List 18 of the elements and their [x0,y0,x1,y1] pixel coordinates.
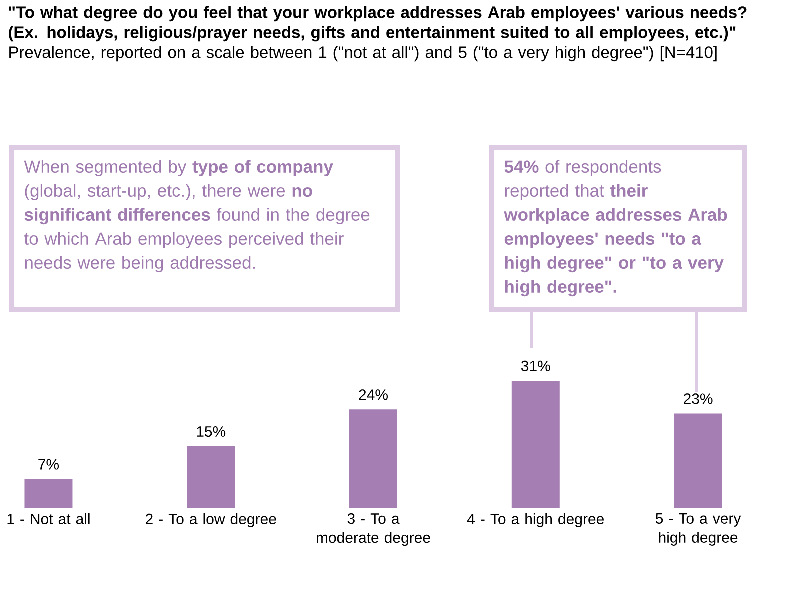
bar [24,479,73,508]
x-tick-label: 5 - To a very high degree [656,514,742,546]
bar [350,410,398,508]
data-label: 15% [197,426,226,438]
x-tick-label: 3 - To a moderate degree [316,514,430,546]
x-tick-label: 1 - Not at all [8,514,90,525]
chart-title: "To what degree do you feel that your workplace addresses Arab employees' various needs? (Ex. holidays, religious/prayer needs, gifts and entertainment suited to all employees, etc.)" Prevalence, reported on a scale between 1 ("not at all") and 5 ("to a very high degree") [N=410] [9,6,747,62]
text: When segmented by type of company (global, start-up, etc.), there were no significant differences found in the degree to which Arab employees perceived their needs were being addressed. [24,160,370,272]
data-label: 24% [359,390,388,400]
text: 54% of respondents reported that their workplace addresses Arab employees' needs "to a high degree" or "to a very high degree". [504,160,728,297]
x-tick-label: 4 - To a high degree [467,514,604,528]
bar [512,381,560,508]
data-label: 7% [38,459,60,470]
x-tick-label: 2 - To a low degree [146,514,276,528]
bar [674,414,722,508]
data-label: 23% [684,394,713,404]
data-label: 31% [521,360,550,372]
bar [187,446,236,508]
